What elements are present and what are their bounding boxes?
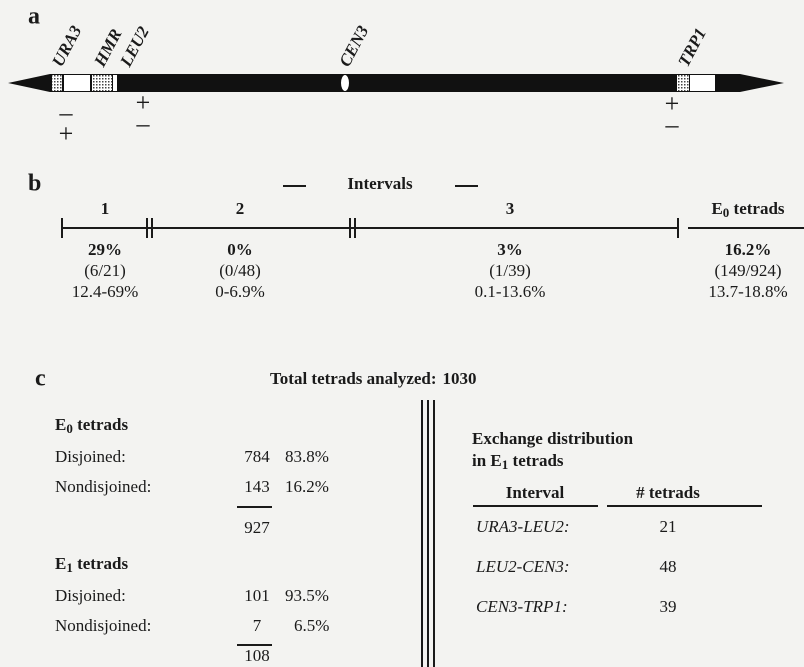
marker-label: TRP1: [674, 25, 710, 70]
sign: –: [665, 110, 680, 139]
percent: 93.5%: [285, 586, 329, 605]
percent: 16.2%: [285, 477, 329, 496]
interval-name: 3: [506, 199, 515, 218]
interval-fraction: (0/48): [219, 261, 261, 280]
section-heading: E0 tetrads: [55, 415, 128, 436]
sign: +: [59, 119, 74, 148]
interval-percent: 29%: [88, 240, 122, 259]
count: 7: [253, 616, 262, 635]
interval-name: 2: [236, 199, 245, 218]
marker-label: URA3: [48, 22, 85, 70]
e0-fraction: (149/924): [714, 261, 781, 280]
tetrad-count: 48: [660, 557, 677, 576]
exchange-title: Exchange distribution: [472, 429, 634, 448]
total: 1030: [443, 369, 477, 388]
exchange-subtitle: in E1 tetrads: [472, 451, 564, 472]
tetrad-count: 21: [660, 517, 677, 536]
text: tetrads: [73, 554, 129, 573]
column-header: # tetrads: [636, 483, 700, 502]
row-label: Nondisjoined:: [55, 616, 151, 635]
panel-label: b: [28, 171, 41, 197]
count: 101: [244, 586, 270, 605]
total-label: Total tetrads analyzed: 1030: [270, 369, 477, 388]
row-label: Nondisjoined:: [55, 477, 151, 496]
interval-fraction: (1/39): [489, 261, 531, 280]
interval-name: 1: [101, 199, 110, 218]
text: Total tetrads analyzed:: [270, 369, 437, 388]
interval-line: [62, 218, 804, 238]
figure: a URA3 HMR LEU2 CEN3 TRP1 – + + – + – b …: [0, 0, 804, 667]
column-header: Interval: [506, 483, 565, 502]
tetrad-count: 39: [660, 597, 677, 616]
e0-heading: E0 tetrads: [711, 199, 784, 220]
percent: 6.5%: [294, 616, 329, 635]
interval-name: CEN3-TRP1:: [476, 597, 568, 616]
count: 784: [244, 447, 270, 466]
text: E: [711, 199, 722, 218]
percent: 83.8%: [285, 447, 329, 466]
e0-percent: 16.2%: [725, 240, 772, 259]
text: tetrads: [508, 451, 564, 470]
panel-label: a: [28, 4, 40, 30]
interval-range: 0.1-13.6%: [475, 282, 546, 301]
interval-name: LEU2-CEN3:: [475, 557, 570, 576]
interval-name: URA3-LEU2:: [476, 517, 569, 536]
text: E: [55, 554, 66, 573]
panel-label: c: [35, 366, 46, 392]
marker-label: LEU2: [116, 23, 153, 71]
interval-percent: 3%: [497, 240, 523, 259]
e0-range: 13.7-18.8%: [708, 282, 787, 301]
divider: [422, 400, 434, 667]
marker-label: CEN3: [335, 22, 372, 70]
row-label: Disjoined:: [55, 586, 126, 605]
sign: –: [136, 109, 151, 138]
interval-range: 0-6.9%: [215, 282, 265, 301]
count: 143: [244, 477, 270, 496]
text: E: [55, 415, 66, 434]
section-heading: E1 tetrads: [55, 554, 128, 575]
interval-fraction: (6/21): [84, 261, 126, 280]
text: tetrads: [73, 415, 129, 434]
row-label: Disjoined:: [55, 447, 126, 466]
sum: 927: [244, 518, 270, 537]
interval-range: 12.4-69%: [72, 282, 139, 301]
text: tetrads: [729, 199, 785, 218]
text: in E: [472, 451, 502, 470]
heading: Intervals: [347, 174, 413, 193]
interval-percent: 0%: [227, 240, 253, 259]
sum: 108: [244, 646, 270, 665]
